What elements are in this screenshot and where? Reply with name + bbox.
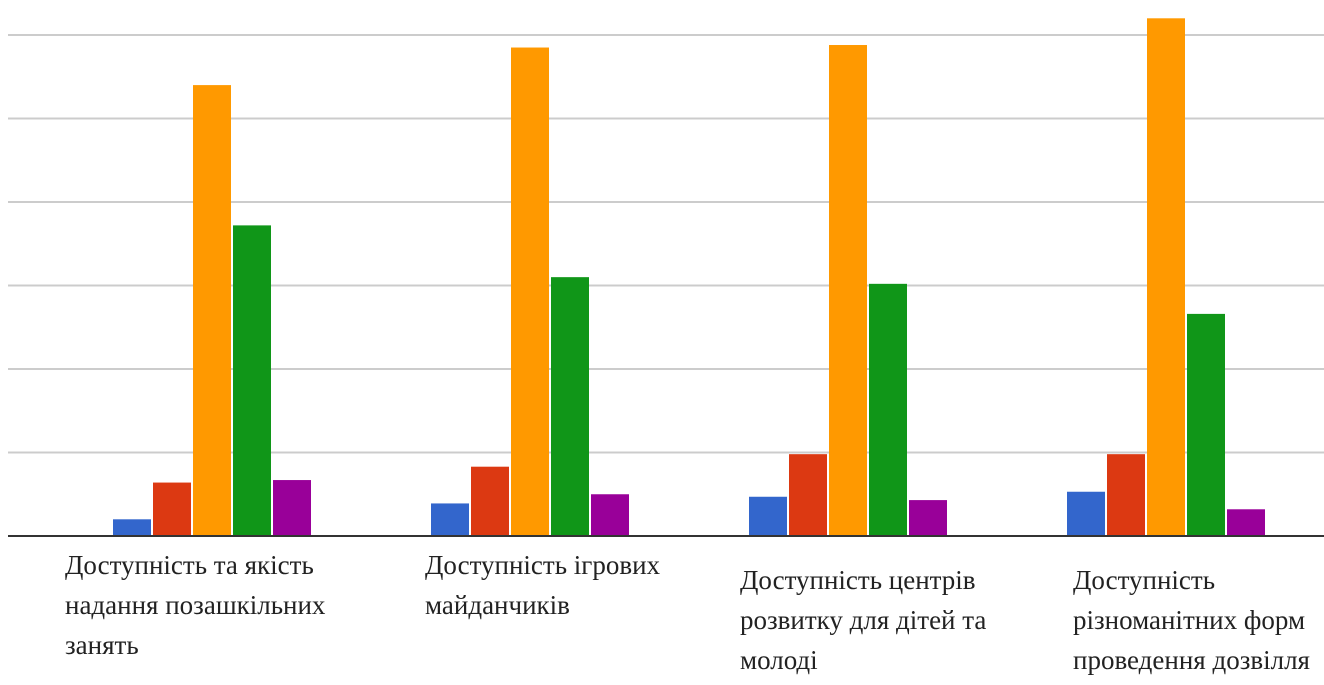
category-label-2: Доступність центрів розвитку для дітей т… <box>740 565 987 675</box>
bar-3-0 <box>1067 491 1105 536</box>
bars <box>113 18 1265 537</box>
bar-2-1 <box>789 454 827 536</box>
bar-0-0 <box>113 519 151 536</box>
category-label-0: Доступність та якість надання позашкільн… <box>65 550 326 660</box>
bar-2-2 <box>829 45 867 537</box>
bar-2-3 <box>869 283 907 536</box>
bar-2-4 <box>909 500 947 536</box>
bar-2-0 <box>749 496 787 536</box>
bar-3-1 <box>1107 454 1145 536</box>
bar-0-4 <box>273 480 311 536</box>
bar-1-1 <box>471 466 509 536</box>
bar-3-3 <box>1187 313 1225 536</box>
bar-3-2 <box>1147 18 1185 537</box>
category-label-3: Доступність різноманітних форм проведенн… <box>1073 565 1310 675</box>
bar-3-4 <box>1227 509 1265 536</box>
bar-1-0 <box>431 503 469 536</box>
bar-1-3 <box>551 277 589 536</box>
bar-1-4 <box>591 494 629 536</box>
bar-0-1 <box>153 482 191 536</box>
bar-0-3 <box>233 225 271 536</box>
bar-0-2 <box>193 85 231 536</box>
category-label-1: Доступність ігрових майданчиків <box>425 550 661 620</box>
bar-1-2 <box>511 47 549 537</box>
